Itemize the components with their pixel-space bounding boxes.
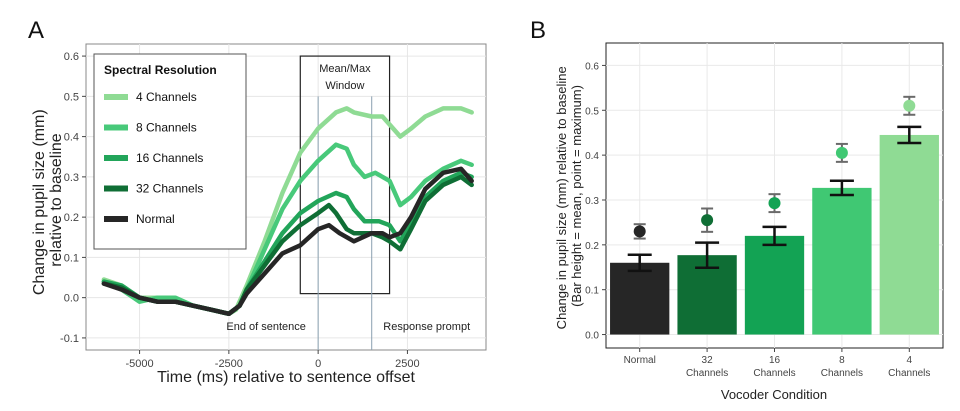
y-tick-label: 0.0: [64, 293, 79, 305]
x-tick-label: -5000: [126, 358, 154, 370]
panel-a-y-axis-title: Change in pupil size (mm) relative to ba…: [31, 105, 65, 295]
x-tick-label: Channels: [753, 368, 795, 379]
x-tick-label: 8: [839, 355, 845, 366]
window-label-line1: Mean/Max: [319, 63, 371, 75]
x-tick-label: 4: [907, 355, 913, 366]
legend-label: 8 Channels: [136, 121, 197, 135]
panel-a-legend: Spectral Resolution 4 Channels 8 Channels…: [93, 53, 247, 250]
x-tick-label: Channels: [821, 368, 863, 379]
x-tick-label: 2500: [395, 358, 419, 370]
y-tick-label: 0.0: [585, 331, 599, 342]
panel-a-y-ticks: -0.1 0.0 0.1 0.2 0.3 0.4 0.5 0.6: [60, 51, 86, 345]
bar: [744, 235, 805, 335]
legend-label: 4 Channels: [136, 90, 197, 104]
y-tick-label: 0.3: [585, 196, 599, 207]
mean-error-bar: [762, 225, 787, 247]
max-point: [903, 99, 916, 112]
legend-label: 32 Channels: [136, 182, 203, 196]
mean-error-bar: [897, 125, 922, 145]
max-point: [633, 225, 646, 238]
panel-a-annotations: Mean/Max Window End of sentence Response…: [226, 55, 470, 350]
x-tick-label: 0: [315, 358, 321, 370]
x-tick-label: 16: [769, 355, 781, 366]
panel-a-x-axis-title: Time (ms) relative to sentence offset: [157, 369, 415, 386]
max-point: [768, 197, 781, 210]
response-prompt-label: Response prompt: [383, 321, 470, 333]
legend-label: Normal: [136, 212, 175, 226]
x-tick-label: Channels: [888, 368, 930, 379]
panel-b-y-ticks: 0.0 0.1 0.2 0.3 0.4 0.5 0.6: [585, 61, 606, 342]
y-tick-label: 0.2: [585, 241, 599, 252]
legend-title: Spectral Resolution: [104, 63, 217, 77]
mean-max-window-box: [299, 55, 391, 295]
y-tick-label: 0.4: [64, 132, 79, 144]
series-line: [101, 142, 474, 317]
panel-a-letter: A: [28, 17, 44, 44]
panel-a-series-lines: [101, 106, 474, 317]
panel-b-bars: [610, 95, 939, 335]
x-tick-label: Channels: [686, 368, 728, 379]
y-tick-label: 0.2: [64, 212, 79, 224]
end-of-sentence-label: End of sentence: [226, 321, 306, 333]
y-tick-label: 0.6: [585, 61, 599, 72]
legend-label: 16 Channels: [136, 151, 203, 165]
panel-b-x-axis-title: Vocoder Condition: [721, 387, 827, 402]
panel-b-y-axis-title: Change in pupil size (mm) relative to ba…: [554, 63, 584, 330]
panel-a-x-ticks: -5000 -2500 0 2500: [126, 350, 420, 370]
y-tick-label: 0.1: [64, 252, 79, 264]
y-tick-label: 0.6: [64, 51, 79, 63]
y-tick-label: 0.1: [585, 286, 599, 297]
y-tick-label: 0.5: [585, 106, 599, 117]
bar: [610, 262, 670, 335]
max-point: [701, 214, 714, 227]
y-tick-label: 0.4: [585, 151, 599, 162]
panel-b-x-ticks: Normal 32 Channels 16 Channels 8 Channels 4 Chan…: [624, 348, 930, 379]
mean-error-bar: [695, 241, 720, 269]
window-label-line2: Window: [325, 80, 364, 92]
mean-error-bar: [829, 179, 854, 197]
y-tick-label: 0.5: [64, 91, 79, 103]
y-tick-label: 0.3: [64, 172, 79, 184]
panel-b-letter: B: [530, 17, 546, 44]
series-line: [101, 166, 474, 317]
bar: [812, 187, 872, 335]
bar: [879, 134, 939, 335]
x-tick-label: -2500: [215, 358, 243, 370]
max-point: [835, 146, 848, 159]
y-tick-label: -0.1: [60, 333, 79, 345]
mean-error-bar: [627, 253, 652, 273]
x-tick-label: Normal: [624, 355, 656, 366]
x-tick-label: 32: [702, 355, 714, 366]
